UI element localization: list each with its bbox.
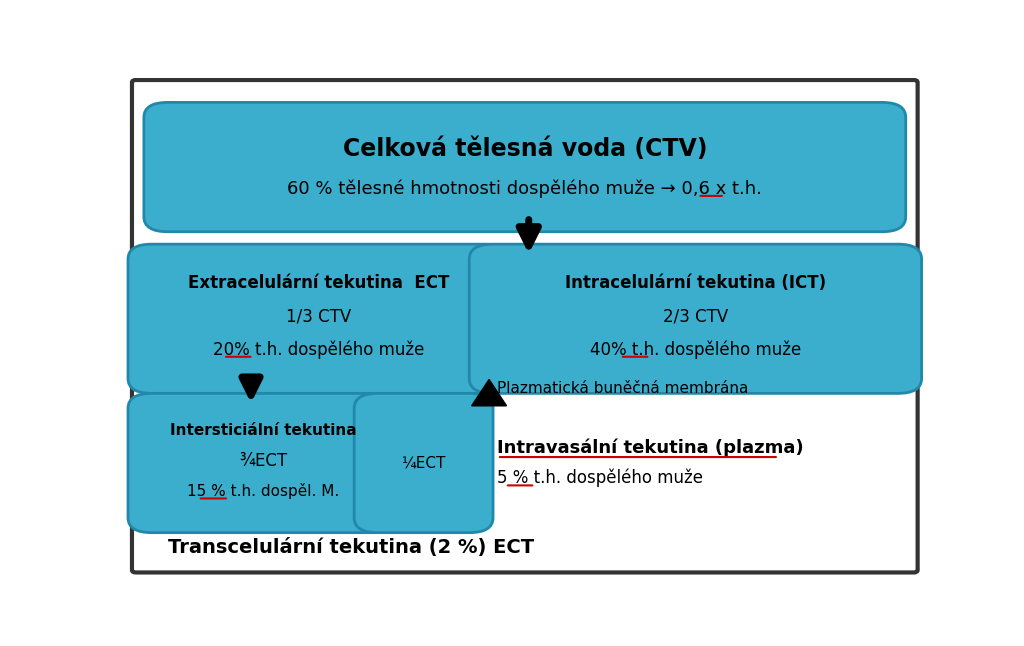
Text: Intracelulární tekutina (ICT): Intracelulární tekutina (ICT)	[565, 274, 826, 292]
FancyBboxPatch shape	[354, 393, 494, 533]
Polygon shape	[472, 379, 507, 406]
Text: 1/3 CTV: 1/3 CTV	[286, 307, 351, 326]
Text: Extracelulární tekutina  ECT: Extracelulární tekutina ECT	[187, 274, 450, 292]
Text: 15 % t.h. dospěl. M.: 15 % t.h. dospěl. M.	[186, 483, 339, 499]
Text: 5 % t.h. dospělého muže: 5 % t.h. dospělého muže	[497, 469, 703, 487]
FancyBboxPatch shape	[128, 393, 397, 533]
Text: Celková tělesná voda (CTV): Celková tělesná voda (CTV)	[343, 137, 707, 161]
FancyBboxPatch shape	[143, 103, 905, 232]
Text: 2/3 CTV: 2/3 CTV	[663, 307, 728, 326]
Text: 20% t.h. dospělého muže: 20% t.h. dospělého muže	[213, 340, 424, 359]
Text: 60 % tělesné hmotnosti dospělého muže → 0,6 x t.h.: 60 % tělesné hmotnosti dospělého muže → …	[288, 180, 762, 198]
FancyBboxPatch shape	[128, 244, 509, 393]
Text: Plazmatická buněčná membrána: Plazmatická buněčná membrána	[497, 381, 749, 396]
Text: Transcelulární tekutina (2 %) ECT: Transcelulární tekutina (2 %) ECT	[168, 538, 534, 557]
FancyBboxPatch shape	[132, 80, 918, 572]
Text: 40% t.h. dospělého muže: 40% t.h. dospělého muže	[590, 340, 801, 359]
Text: Intravasální tekutina (plazma): Intravasální tekutina (plazma)	[497, 439, 804, 457]
Text: Intersticiální tekutina: Intersticiální tekutina	[170, 422, 356, 438]
FancyBboxPatch shape	[469, 244, 922, 393]
Text: ¼ECT: ¼ECT	[401, 455, 445, 470]
Text: ¾ECT: ¾ECT	[239, 452, 287, 470]
